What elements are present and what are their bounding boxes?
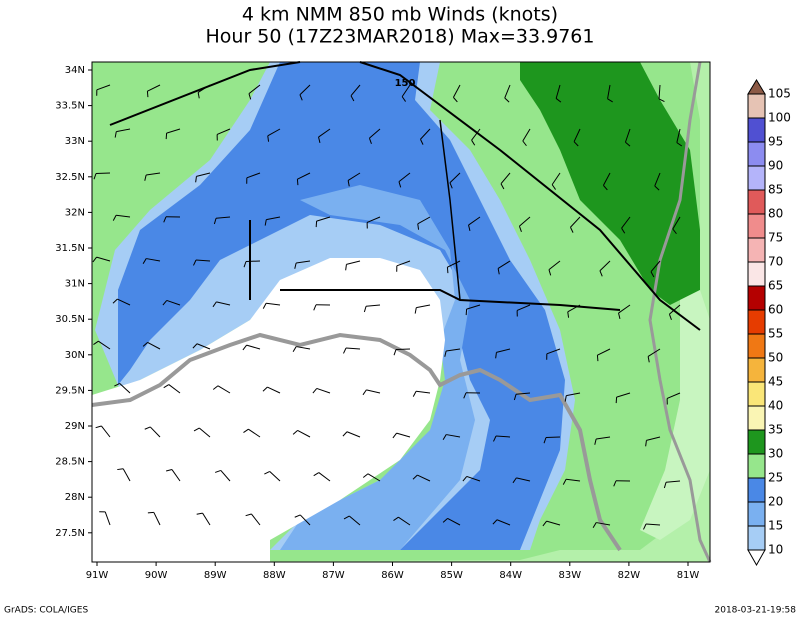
colorbar-box bbox=[748, 502, 765, 526]
colorbar-box bbox=[748, 238, 765, 262]
colorbar-label: 105 bbox=[768, 87, 791, 101]
colorbar-label: 10 bbox=[768, 543, 783, 557]
colorbar-label: 25 bbox=[768, 471, 783, 485]
footer-left: GrADS: COLA/IGES bbox=[4, 606, 88, 616]
title: 4 km NMM 850 mb Winds (knots) bbox=[242, 4, 558, 26]
map: 150 bbox=[92, 62, 710, 562]
colorbar-box bbox=[748, 334, 765, 358]
lat-label: 31N bbox=[65, 279, 85, 290]
colorbar-label: 45 bbox=[768, 375, 783, 389]
lat-label: 27.5N bbox=[55, 528, 85, 539]
colorbar-box bbox=[748, 358, 765, 382]
annotation: 150 bbox=[395, 78, 416, 89]
lon-label: 91W bbox=[86, 570, 109, 581]
colorbar-label: 55 bbox=[768, 327, 783, 341]
colorbar-label: 90 bbox=[768, 159, 783, 173]
colorbar-box bbox=[748, 454, 765, 478]
lon-label: 85W bbox=[440, 570, 463, 581]
colorbar-box bbox=[748, 478, 765, 502]
lat-label: 32.5N bbox=[55, 172, 85, 183]
colorbar-box bbox=[748, 166, 765, 190]
colorbar-label: 20 bbox=[768, 495, 783, 509]
lat-label: 29N bbox=[65, 421, 85, 432]
colorbar: 10 15 20 25 30 35 40 45 50 55 60 65 70 75 80 85 90 95 100 1… bbox=[748, 80, 791, 565]
colorbar-box bbox=[748, 430, 765, 454]
colorbar-box bbox=[748, 310, 765, 334]
colorbar-box bbox=[748, 262, 765, 286]
colorbar-label: 85 bbox=[768, 183, 783, 197]
colorbar-label: 95 bbox=[768, 135, 783, 149]
colorbar-box bbox=[748, 94, 765, 118]
lon-label: 89W bbox=[204, 570, 227, 581]
lat-axis: 34N 33.5N 33N 32.5N 32N 31.5N 31N 30.5N 30N 29.5N… bbox=[55, 65, 92, 539]
lat-label: 30N bbox=[65, 350, 85, 361]
colorbar-box bbox=[748, 406, 765, 430]
lat-label: 33.5N bbox=[55, 101, 85, 112]
colorbar-label: 75 bbox=[768, 231, 783, 245]
colorbar-arrow bbox=[748, 80, 765, 94]
colorbar-arrow bbox=[748, 550, 765, 565]
colorbar-label: 15 bbox=[768, 519, 783, 533]
colorbar-box bbox=[748, 142, 765, 166]
lon-label: 86W bbox=[381, 570, 404, 581]
lat-label: 32N bbox=[65, 207, 85, 218]
colorbar-box bbox=[748, 214, 765, 238]
colorbar-label: 60 bbox=[768, 303, 783, 317]
colorbar-label: 65 bbox=[768, 279, 783, 293]
lon-label: 88W bbox=[263, 570, 286, 581]
colorbar-label: 100 bbox=[768, 111, 791, 125]
lon-label: 82W bbox=[618, 570, 641, 581]
colorbar-box bbox=[748, 286, 765, 310]
lon-label: 90W bbox=[145, 570, 168, 581]
lat-label: 28.5N bbox=[55, 457, 85, 468]
colorbar-label: 80 bbox=[768, 207, 783, 221]
colorbar-box bbox=[748, 382, 765, 406]
colorbar-label: 35 bbox=[768, 423, 783, 437]
subtitle: Hour 50 (17Z23MAR2018) Max=33.9761 bbox=[206, 26, 595, 48]
lat-label: 30.5N bbox=[55, 314, 85, 325]
colorbar-label: 40 bbox=[768, 399, 783, 413]
colorbar-box bbox=[748, 526, 765, 550]
lat-label: 28N bbox=[65, 492, 85, 503]
lon-label: 87W bbox=[322, 570, 345, 581]
colorbar-label: 70 bbox=[768, 255, 783, 269]
lat-label: 34N bbox=[65, 65, 85, 76]
lon-label: 81W bbox=[677, 570, 700, 581]
colorbar-box bbox=[748, 118, 765, 142]
lat-label: 31.5N bbox=[55, 243, 85, 254]
lon-label: 84W bbox=[499, 570, 522, 581]
colorbar-label: 50 bbox=[768, 351, 783, 365]
lat-label: 29.5N bbox=[55, 385, 85, 396]
lon-label: 83W bbox=[558, 570, 581, 581]
footer-right: 2018-03-21-19:58 bbox=[715, 606, 797, 616]
colorbar-label: 30 bbox=[768, 447, 783, 461]
lon-axis: 91W 90W 89W 88W 87W 86W 85W 84W 83W 82W 81W bbox=[86, 562, 700, 581]
colorbar-box bbox=[748, 190, 765, 214]
lat-label: 33N bbox=[65, 136, 85, 147]
